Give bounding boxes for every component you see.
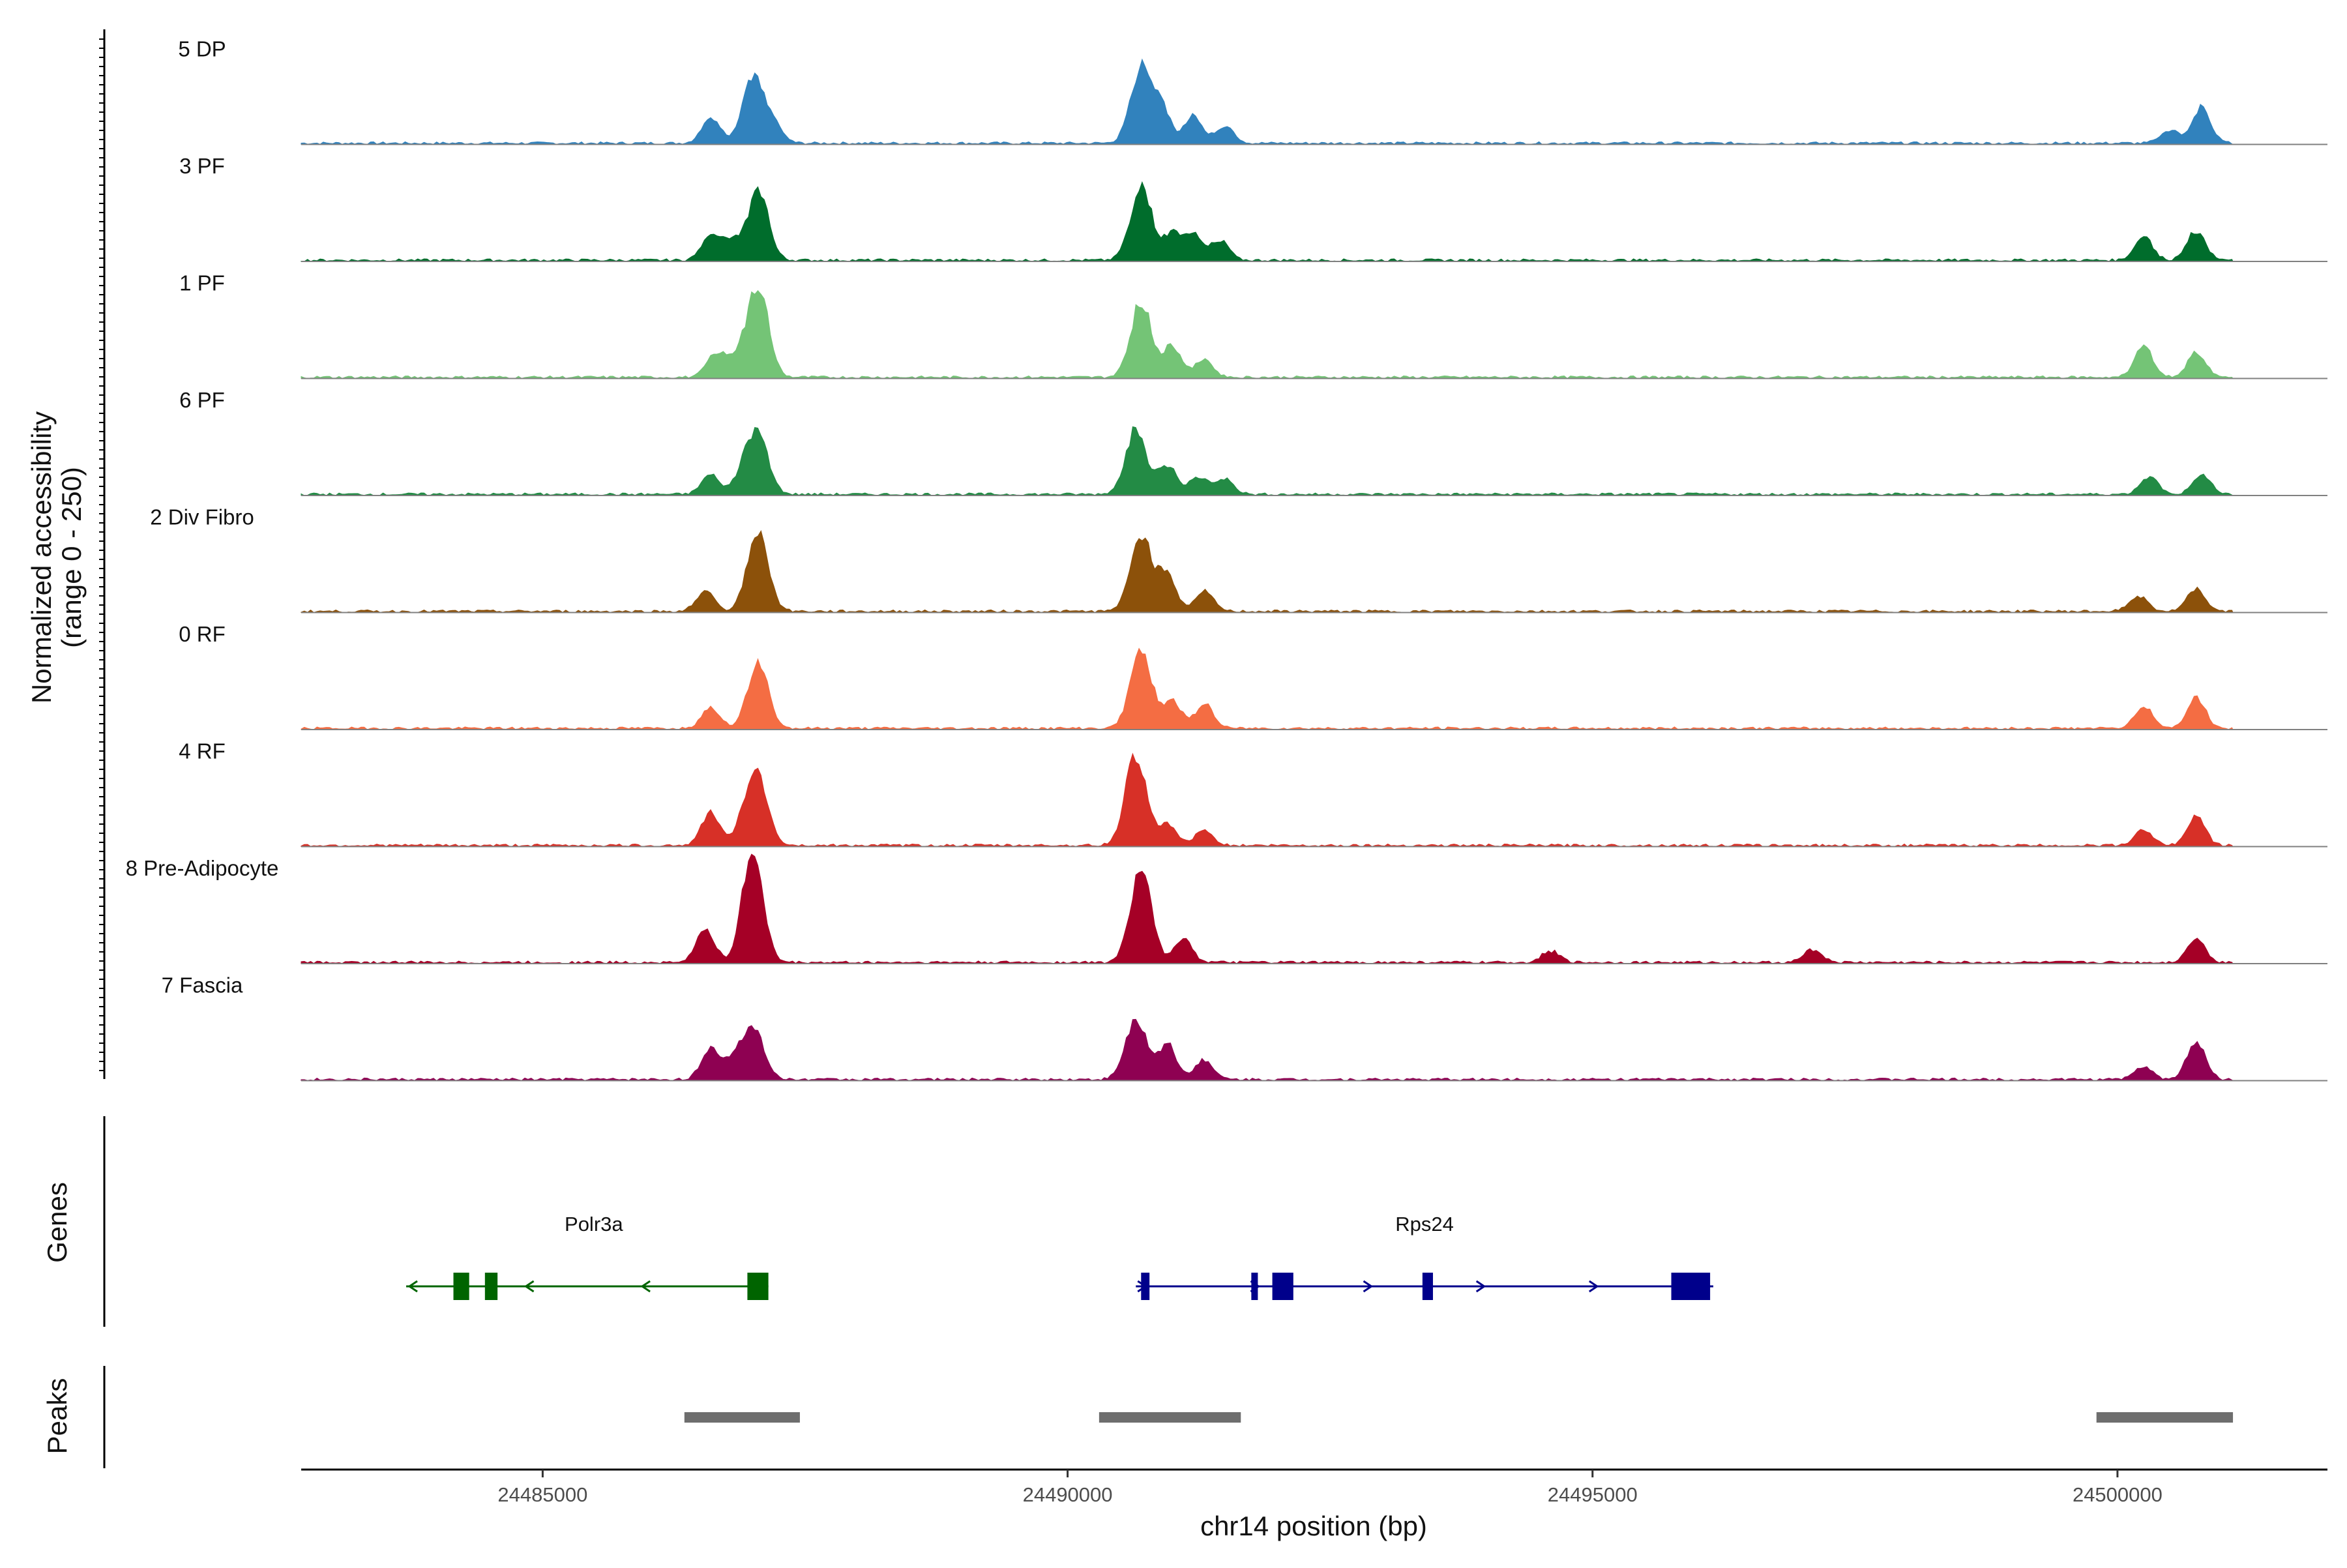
strand-arrow [1475, 1280, 1486, 1293]
gene-label: Polr3a [565, 1213, 623, 1235]
track-label: 1 PF [179, 271, 225, 295]
track-label: 0 RF [179, 622, 226, 646]
strand-arrow [1588, 1280, 1599, 1293]
peak-region [1099, 1412, 1241, 1423]
coverage-area [301, 647, 2234, 730]
exon-block [1272, 1273, 1293, 1300]
genes-track-title: Genes [42, 1182, 72, 1263]
exon-block [1671, 1273, 1711, 1300]
x-tick-label: 24500000 [2073, 1483, 2162, 1506]
strand-arrow [407, 1280, 418, 1293]
track-label: 2 Div Fibro [150, 505, 254, 529]
chart-marks: 5 DP 3 PF 1 PF 6 PF 2 Div Fibro 0 RF 4 RF 8 Pre… [99, 29, 2327, 1506]
x-axis-title: chr14 position (bp) [1200, 1511, 1427, 1541]
y-axis-title-line1: Normalized accessibility [26, 411, 57, 703]
strand-arrow [1363, 1280, 1374, 1293]
y-axis-title-line2: (range 0 - 250) [56, 467, 87, 648]
track-label: 6 PF [179, 388, 225, 412]
coverage-area [301, 58, 2235, 145]
x-tick-label: 24490000 [1023, 1483, 1113, 1506]
track-label: 8 Pre-Adipocyte [126, 856, 279, 880]
track-label: 3 PF [179, 154, 225, 178]
peak-region [2096, 1412, 2234, 1423]
track-label: 7 Fascia [162, 973, 243, 998]
coverage-area [301, 1018, 2234, 1082]
exon-block [453, 1273, 469, 1300]
strand-arrow [640, 1280, 651, 1293]
exon-block [1422, 1273, 1433, 1300]
gene-label: Rps24 [1395, 1213, 1454, 1235]
exon-block [1251, 1273, 1258, 1300]
track-label: 4 RF [179, 739, 226, 763]
strand-arrow [524, 1280, 535, 1293]
exon-block [484, 1273, 498, 1300]
exon-block [747, 1273, 769, 1300]
track-label: 5 DP [178, 37, 226, 61]
x-tick-label: 24495000 [1548, 1483, 1638, 1506]
x-tick-label: 24485000 [497, 1483, 587, 1506]
peak-region [684, 1412, 800, 1423]
coverage-area [301, 853, 2234, 964]
exon-block [1141, 1273, 1150, 1300]
peaks-track-title: Peaks [42, 1378, 72, 1455]
